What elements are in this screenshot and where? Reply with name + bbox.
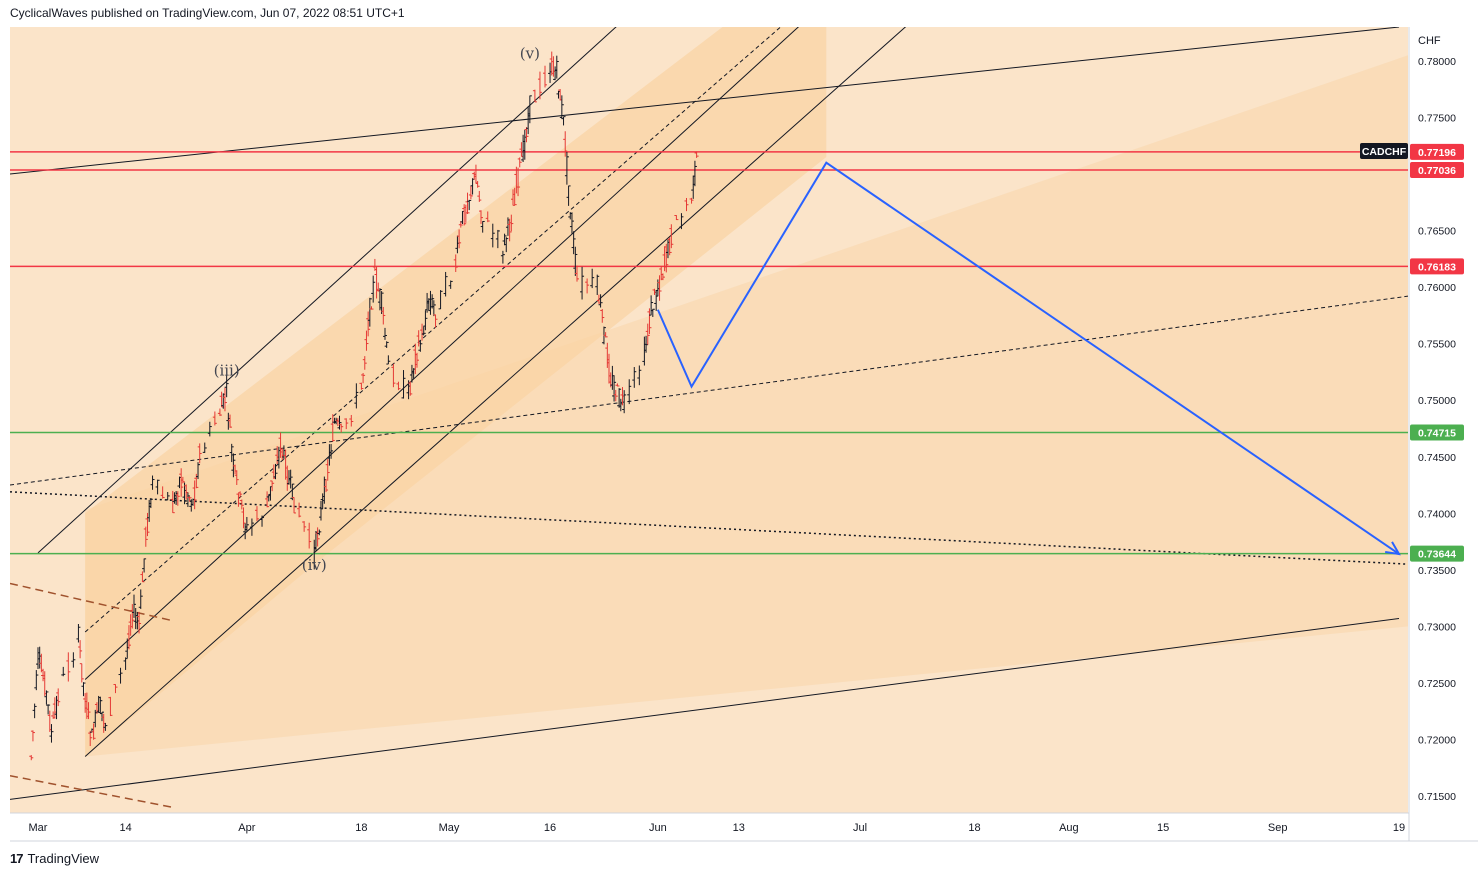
long-lower-line: [10, 617, 1400, 800]
price-tick-label: 0.72500: [1418, 678, 1456, 690]
time-tick-label: 16: [544, 822, 556, 834]
tradingview-footer[interactable]: 17 TradingView: [10, 851, 99, 866]
symbol-badge: [1360, 143, 1408, 159]
wave-label: (v): [520, 45, 540, 63]
channel-median-line: [84, 27, 782, 633]
level-badge-label: 0.76183: [1418, 261, 1456, 273]
price-tick-label: 0.74000: [1418, 508, 1456, 520]
long-upper-line: [10, 27, 1400, 175]
dashed-brown-line-upper: [10, 582, 173, 622]
long-dotted-line: [10, 491, 1408, 565]
wave-label: (iv): [302, 556, 327, 574]
price-tick-label: 0.74500: [1418, 452, 1456, 464]
level-badge: [1410, 545, 1464, 562]
level-badge-label: 0.77196: [1418, 147, 1456, 159]
time-tick-label: Jun: [649, 822, 667, 834]
time-tick-label: 15: [1157, 822, 1169, 834]
rising-channel-fill: [85, 27, 827, 757]
time-tick-label: Mar: [29, 822, 48, 834]
price-tick-label: 0.75500: [1418, 339, 1456, 351]
projection-arrowhead: [1385, 541, 1401, 556]
price-tick-label: 0.71500: [1418, 791, 1456, 803]
price-tick-label: 0.76500: [1418, 226, 1456, 238]
projection-path: [656, 161, 1400, 555]
outer-channel-fill: [85, 55, 1408, 757]
time-tick-label: 18: [968, 822, 980, 834]
level-badge-label: 0.77036: [1418, 165, 1456, 177]
wave-label: (iii): [214, 361, 240, 379]
price-tick-label: 0.78000: [1418, 56, 1456, 68]
tradingview-logo-icon: 17: [10, 851, 24, 866]
publisher-header: CyclicalWaves published on TradingView.c…: [10, 6, 405, 20]
time-tick-label: Apr: [238, 822, 255, 834]
time-tick-label: May: [439, 822, 460, 834]
time-tick-label: 18: [355, 822, 367, 834]
level-badge: [1410, 424, 1464, 441]
time-tick-label: Sep: [1268, 822, 1288, 834]
time-tick-label: Aug: [1059, 822, 1079, 834]
time-tick-label: 19: [1393, 822, 1405, 834]
level-badge: [1410, 143, 1464, 160]
channel-lower-line: [84, 27, 907, 757]
time-tick-label: Jul: [853, 822, 867, 834]
price-tick-label: 0.72000: [1418, 734, 1456, 746]
price-tick-label: 0.73000: [1418, 621, 1456, 633]
price-tick-label: 0.77500: [1418, 112, 1456, 124]
channel-upper-outer-line: [37, 27, 617, 554]
price-tick-label: 0.76000: [1418, 282, 1456, 294]
time-tick-label: 14: [119, 822, 131, 834]
level-badge: [1410, 258, 1464, 275]
level-badge: [1410, 161, 1464, 178]
currency-label: CHF: [1418, 35, 1441, 47]
level-badge-label: 0.73644: [1418, 549, 1456, 561]
tradingview-brand: TradingView: [27, 851, 100, 866]
price-tick-label: 0.75000: [1418, 395, 1456, 407]
dashed-brown-line-lower: [10, 774, 173, 809]
price-tick-label: 0.73500: [1418, 565, 1456, 577]
time-tick-label: 13: [733, 822, 745, 834]
channel-upper-line: [84, 27, 800, 680]
symbol-badge-label: CADCHF: [1362, 146, 1407, 158]
level-badge-label: 0.74715: [1418, 427, 1456, 439]
